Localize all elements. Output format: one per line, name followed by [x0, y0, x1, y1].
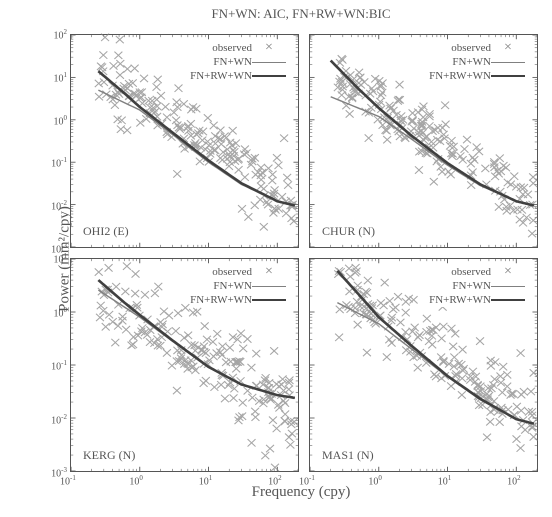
panel-grid: OHI2 (E)observed×FN+WNFN+RW+WN10-310-210… — [62, 30, 540, 478]
legend-item-observed: observed× — [190, 41, 290, 55]
observed-icon: × — [252, 40, 286, 56]
legend-label: observed — [451, 42, 491, 54]
legend-item-FN_RW_WN: FN+RW+WN — [429, 69, 529, 83]
legend-item-FN_RW_WN: FN+RW+WN — [190, 293, 290, 307]
legend-item-observed: observed× — [429, 265, 529, 279]
ytick-label: 100 — [54, 306, 68, 319]
FN_RW_WN-icon — [252, 75, 286, 77]
ytick-label: 10-2 — [51, 199, 67, 212]
figure-suptitle: FN+WN: AIC, FN+RW+WN:BIC — [62, 6, 540, 22]
ytick-label: 10-1 — [51, 359, 67, 372]
legend-item-FN_RW_WN: FN+RW+WN — [429, 293, 529, 307]
ytick-label: 10-3 — [51, 466, 67, 479]
curve-FN_RW_WN — [98, 71, 294, 205]
panel-kerg: KERG (N)observed×FN+WNFN+RW+WN10-1100101… — [62, 254, 301, 478]
legend-label: observed — [451, 266, 491, 278]
plot-area: CHUR (N) observed×FN+WN FN+RW+WN — [309, 34, 538, 248]
plot-area: OHI2 (E) observed×FN+WN FN+RW+WN — [70, 34, 299, 248]
legend-label: FN+RW+WN — [429, 70, 491, 82]
panel-label: MAS1 (N) — [322, 448, 374, 463]
plot-area: MAS1 (N) observed×FN+WN FN+RW+WN — [309, 258, 538, 472]
legend-item-FN_WN: FN+WN — [429, 55, 529, 69]
legend-label: FN+WN — [213, 56, 252, 68]
panel-label: KERG (N) — [83, 448, 135, 463]
legend: observed×FN+WN FN+RW+WN — [429, 41, 529, 83]
plot-area: KERG (N) observed×FN+WN FN+RW+WN — [70, 258, 299, 472]
legend-label: FN+WN — [452, 56, 491, 68]
panel-mas1: MAS1 (N)observed×FN+WNFN+RW+WN10-1100101… — [301, 254, 540, 478]
figure: FN+WN: AIC, FN+RW+WN:BIC OHI2 (E)observe… — [62, 20, 540, 498]
panel-chur: CHUR (N) observed×FN+WN FN+RW+WN — [301, 30, 540, 254]
legend-item-observed: observed× — [190, 265, 290, 279]
ytick-label: 10-1 — [51, 156, 67, 169]
legend-label: FN+WN — [213, 280, 252, 292]
legend-label: FN+RW+WN — [190, 70, 252, 82]
legend-label: observed — [212, 266, 252, 278]
observed-icon: × — [491, 264, 525, 280]
legend-label: FN+RW+WN — [190, 294, 252, 306]
legend-item-FN_WN: FN+WN — [429, 279, 529, 293]
legend-item-observed: observed× — [429, 41, 529, 55]
legend-label: observed — [212, 42, 252, 54]
observed-icon: × — [252, 264, 286, 280]
ytick-label: 102 — [54, 28, 68, 41]
ytick-label: 100 — [54, 114, 68, 127]
legend: observed×FN+WN FN+RW+WN — [429, 265, 529, 307]
panel-label: CHUR (N) — [322, 224, 375, 239]
legend-label: FN+WN — [452, 280, 491, 292]
panel-label: OHI2 (E) — [83, 224, 129, 239]
FN_RW_WN-icon — [491, 299, 525, 301]
legend-item-FN_WN: FN+WN — [190, 279, 290, 293]
FN_RW_WN-icon — [491, 75, 525, 77]
ytick-label: 101 — [54, 252, 68, 265]
ytick-label: 101 — [54, 71, 68, 84]
legend: observed×FN+WN FN+RW+WN — [190, 265, 290, 307]
observed-icon: × — [491, 40, 525, 56]
legend-item-FN_WN: FN+WN — [190, 55, 290, 69]
FN_WN-icon — [491, 62, 525, 63]
FN_RW_WN-icon — [252, 299, 286, 301]
legend: observed×FN+WN FN+RW+WN — [190, 41, 290, 83]
x-axis-label: Frequency (cpy) — [62, 484, 540, 501]
FN_WN-icon — [491, 286, 525, 287]
ytick-label: 10-2 — [51, 413, 67, 426]
legend-item-FN_RW_WN: FN+RW+WN — [190, 69, 290, 83]
FN_WN-icon — [252, 62, 286, 63]
FN_WN-icon — [252, 286, 286, 287]
legend-label: FN+RW+WN — [429, 294, 491, 306]
panel-ohi2: OHI2 (E)observed×FN+WNFN+RW+WN10-310-210… — [62, 30, 301, 254]
